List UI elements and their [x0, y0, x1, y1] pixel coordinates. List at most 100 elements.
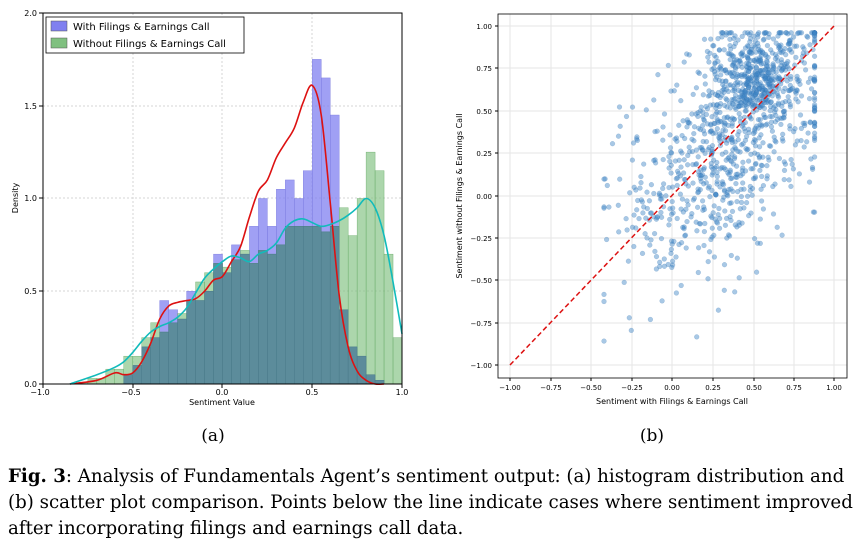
scatter-point — [775, 93, 781, 99]
scatter-point — [717, 94, 723, 101]
scatter-point — [658, 214, 665, 220]
scatter-point — [668, 211, 675, 217]
scatter-point — [701, 131, 708, 137]
y-tick-label: 1.00 — [476, 23, 492, 31]
scatter-point — [766, 70, 772, 76]
scatter-point — [683, 206, 689, 212]
scatter-point — [713, 191, 719, 197]
scatter-point — [710, 170, 716, 176]
scatter-point — [714, 92, 721, 99]
scatter-point — [756, 144, 763, 150]
scatter-point — [733, 75, 739, 81]
scatter-point — [770, 36, 777, 42]
scatter-point — [617, 176, 623, 182]
scatter-point — [667, 145, 674, 151]
scatter-point — [770, 69, 776, 75]
scatter-point — [763, 30, 769, 36]
scatter-point — [629, 104, 636, 110]
scatter-point — [767, 108, 773, 114]
scatter-point — [801, 122, 808, 129]
scatter-point — [751, 86, 757, 92]
scatter-point — [682, 233, 688, 239]
scatter-point — [679, 196, 686, 202]
scatter-point — [779, 115, 785, 122]
scatter-point — [746, 100, 752, 107]
scatter-point — [751, 80, 758, 86]
scatter-point — [758, 198, 765, 204]
x-tick-label: 0.5 — [306, 388, 319, 397]
scatter-point — [740, 171, 746, 177]
scatter-point — [753, 72, 759, 78]
scatter-point — [749, 101, 756, 107]
scatter-point — [712, 91, 719, 98]
scatter-point — [759, 87, 766, 93]
scatter-point — [727, 42, 733, 49]
histogram-bar-overlap — [312, 226, 322, 385]
y-tick-label: −0.75 — [471, 320, 492, 328]
scatter-point — [764, 163, 770, 169]
scatter-point — [761, 30, 768, 37]
scatter-point — [689, 211, 695, 217]
scatter-point — [675, 171, 682, 177]
scatter-point — [746, 31, 752, 38]
scatter-point — [712, 60, 718, 67]
scatter-point — [726, 186, 732, 193]
scatter-point — [811, 120, 818, 126]
scatter-point — [776, 30, 782, 36]
scatter-point — [751, 85, 758, 92]
scatter-point — [695, 169, 702, 175]
histogram-bar-overlap — [320, 231, 331, 385]
scatter-point — [707, 92, 713, 99]
scatter-point — [735, 148, 741, 154]
scatter-point — [785, 41, 791, 47]
scatter-point — [647, 316, 654, 323]
scatter-point — [730, 83, 736, 89]
scatter-point — [751, 57, 757, 64]
scatter-point — [752, 138, 759, 144]
scatter-point — [811, 123, 818, 130]
scatter-point — [775, 102, 782, 108]
scatter-point — [674, 175, 681, 181]
scatter-point — [703, 111, 710, 118]
scatter-point — [703, 103, 709, 110]
scatter-point — [666, 165, 672, 171]
histogram-bar-overlap — [204, 291, 214, 385]
scatter-point — [809, 164, 816, 171]
scatter-point — [695, 69, 701, 75]
scatter-point — [781, 177, 787, 183]
scatter-point — [788, 183, 794, 190]
scatter-point — [735, 87, 742, 94]
scatter-point — [746, 84, 752, 90]
scatter-point — [776, 86, 782, 92]
scatter-point — [786, 88, 793, 94]
scatter-point — [724, 191, 730, 198]
scatter-point — [739, 123, 745, 129]
scatter-point — [762, 74, 768, 80]
scatter-point — [743, 96, 750, 102]
scatter-point — [739, 89, 745, 96]
scatter-point — [721, 84, 727, 90]
scatter-point — [669, 184, 676, 190]
scatter-point — [715, 118, 721, 124]
scatter-point — [807, 119, 813, 125]
scatter-point — [723, 32, 729, 38]
scatter-point — [721, 47, 727, 53]
histogram-bar-without — [374, 170, 385, 385]
scatter-point — [770, 62, 776, 69]
scatter-point — [661, 263, 668, 269]
scatter-point — [715, 119, 721, 126]
scatter-point — [742, 89, 748, 95]
scatter-point — [725, 50, 731, 57]
scatter-point — [779, 60, 785, 66]
scatter-point — [682, 232, 689, 238]
scatter-point — [759, 173, 765, 180]
scatter-point — [767, 84, 773, 90]
scatter-point — [696, 70, 703, 77]
scatter-point — [802, 120, 808, 126]
scatter-point — [606, 204, 612, 210]
scatter-point — [717, 133, 723, 139]
scatter-point — [729, 137, 735, 143]
scatter-point — [630, 140, 637, 146]
scatter-point — [759, 92, 765, 99]
scatter-point — [755, 34, 761, 40]
